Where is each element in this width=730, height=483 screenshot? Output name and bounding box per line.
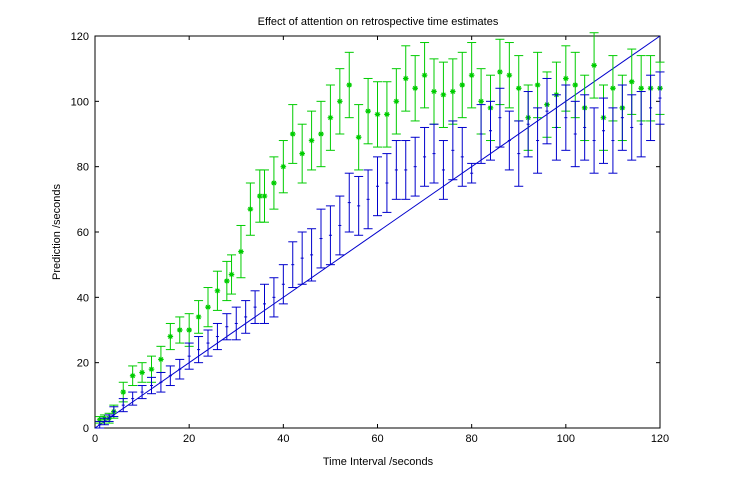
y-tick-label: 120 [71, 31, 89, 43]
data-point-marker [261, 193, 268, 199]
data-point-marker [129, 372, 136, 379]
data-point-marker [238, 248, 244, 255]
y-tick-label: 0 [83, 423, 89, 435]
data-point-marker [365, 108, 371, 114]
data-point-marker [563, 75, 569, 82]
data-point-marker [440, 92, 447, 98]
data-point-marker [515, 85, 522, 92]
data-point-marker [176, 327, 183, 333]
data-point-marker [412, 85, 418, 92]
data-point-marker [247, 206, 254, 212]
data-point-marker [96, 417, 103, 423]
y-tick-label: 20 [77, 358, 89, 370]
chart-title: Effect of attention on retrospective tim… [258, 16, 499, 28]
data-point-marker [374, 111, 381, 118]
data-point-marker [289, 131, 296, 137]
data-point-marker [228, 271, 235, 278]
data-point-marker [431, 88, 437, 95]
data-point-marker [459, 82, 466, 88]
data-point-marker [468, 72, 475, 78]
x-tick-label: 100 [557, 433, 575, 445]
data-point-marker [421, 72, 428, 78]
x-tick-label: 60 [371, 433, 383, 445]
data-point-marker [384, 111, 390, 118]
x-tick-label: 120 [651, 433, 669, 445]
data-point-marker [478, 98, 484, 105]
y-tick-label: 40 [77, 292, 89, 304]
data-point-marker [308, 137, 315, 144]
data-point-marker [402, 75, 409, 82]
x-tick-label: 40 [277, 433, 289, 445]
data-point-marker [318, 131, 324, 137]
data-point-marker [256, 193, 263, 199]
data-point-marker [337, 98, 343, 105]
data-point-marker [638, 85, 644, 92]
y-axis-label: Prediction /seconds [51, 184, 63, 280]
data-point-marker [214, 288, 221, 294]
data-point-marker [167, 333, 174, 340]
data-point-marker [355, 134, 362, 141]
x-tick-label: 0 [92, 433, 98, 445]
data-point-marker [224, 278, 230, 284]
data-point-marker [497, 69, 503, 75]
data-point-marker [186, 327, 192, 333]
data-point-marker [299, 150, 305, 157]
data-point-marker [346, 82, 353, 88]
data-point-marker [610, 85, 616, 92]
data-point-marker [148, 366, 155, 372]
x-axis-label: Time Interval /seconds [323, 456, 434, 468]
plot-area: 0 20 40 60 80 100 120 0 20 40 60 80 100 120 [71, 31, 670, 445]
data-point-marker [139, 369, 145, 376]
data-point-marker [195, 314, 202, 320]
data-point-marker [158, 356, 164, 363]
data-point-marker [572, 82, 579, 88]
data-point-marker [534, 82, 541, 88]
data-point-marker [591, 62, 597, 69]
data-point-marker [271, 180, 277, 186]
data-point-marker [450, 88, 456, 95]
y-tick-label: 100 [71, 96, 89, 108]
x-tick-label: 20 [183, 433, 195, 445]
data-point-marker [205, 304, 211, 310]
data-point-marker [120, 389, 127, 395]
data-point-marker [327, 114, 334, 121]
data-point-marker [393, 98, 400, 105]
y-tick-label: 80 [77, 162, 89, 174]
y-tick-label: 60 [77, 227, 89, 239]
x-tick-label: 80 [466, 433, 478, 445]
data-point-marker [280, 163, 287, 170]
data-point-marker [628, 78, 635, 85]
data-point-marker [506, 72, 513, 78]
